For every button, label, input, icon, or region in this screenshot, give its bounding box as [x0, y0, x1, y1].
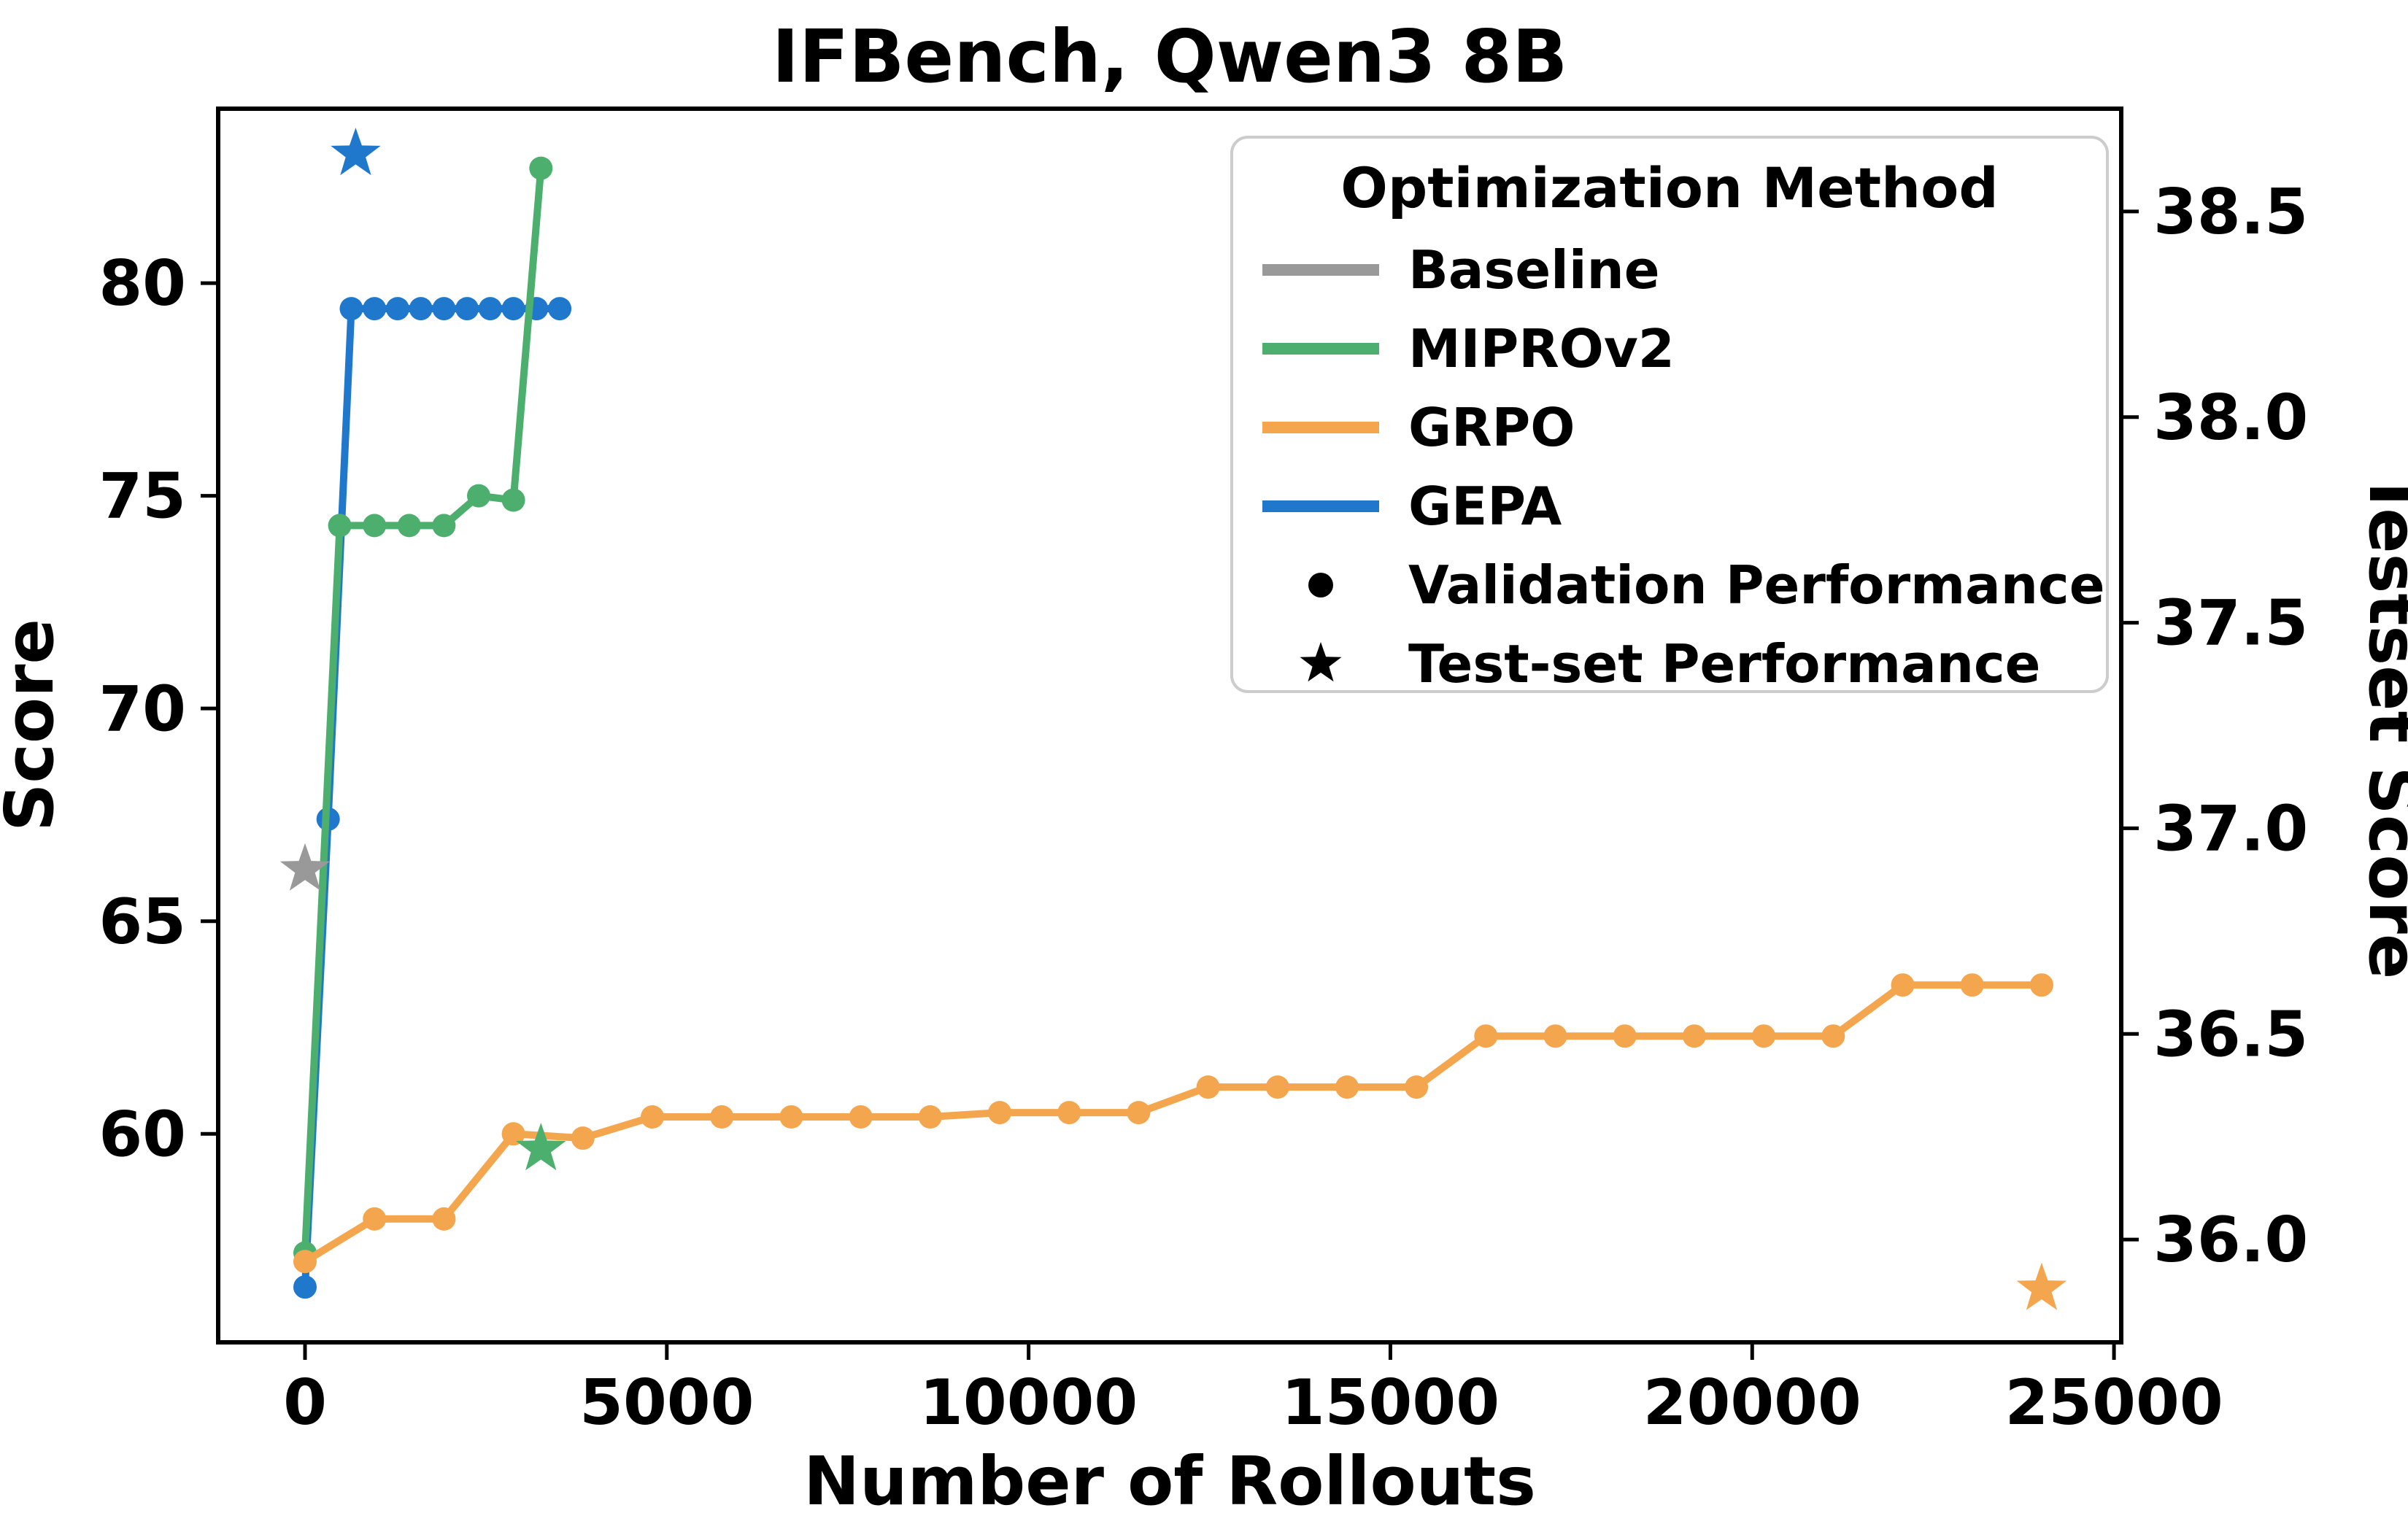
validation-point-gepa	[548, 297, 572, 321]
legend-item-grpo: GRPO	[1262, 397, 1575, 458]
validation-point-grpo	[710, 1105, 734, 1129]
validation-point-grpo	[2029, 973, 2053, 997]
x-axis-label: Number of Rollouts	[803, 1442, 1536, 1520]
test-set-stars-layer	[279, 128, 2067, 1310]
legend-item-baseline: Baseline	[1262, 239, 1660, 301]
legend-item-label: Validation Performance	[1408, 554, 2105, 616]
validation-point-grpo	[779, 1105, 803, 1129]
y-right-tick-label: 38.5	[2153, 176, 2308, 249]
validation-point-grpo	[1543, 1024, 1567, 1048]
x-tick-label: 10000	[919, 1366, 1138, 1439]
validation-point-gepa	[339, 297, 363, 321]
validation-point-grpo	[1196, 1075, 1220, 1099]
legend-item-label: MIPROv2	[1408, 318, 1675, 379]
testset-star-grpo	[2016, 1262, 2067, 1310]
validation-point-grpo	[849, 1105, 873, 1129]
x-tick-label: 20000	[1643, 1366, 1861, 1439]
y-left-tick-label: 60	[99, 1098, 186, 1171]
validation-point-gepa	[409, 297, 433, 321]
validation-point-miprov2	[397, 514, 421, 538]
validation-point-grpo	[918, 1105, 942, 1129]
validation-point-grpo	[571, 1126, 595, 1150]
y-right-tick-label: 38.0	[2153, 382, 2308, 454]
validation-point-grpo	[1057, 1101, 1081, 1125]
y-axis-label-left: Score	[0, 619, 69, 832]
validation-point-grpo	[641, 1105, 664, 1129]
x-tick-label: 15000	[1281, 1366, 1500, 1439]
validation-point-gepa	[293, 1275, 317, 1299]
legend-item-validation-performance: Validation Performance	[1308, 554, 2105, 616]
testset-star-gepa	[331, 128, 381, 176]
validation-point-gepa	[478, 297, 502, 321]
validation-point-grpo	[1265, 1075, 1289, 1099]
legend-item-miprov2: MIPROv2	[1262, 318, 1675, 379]
validation-point-grpo	[1821, 1024, 1845, 1048]
legend-frame	[1230, 136, 2109, 693]
validation-point-miprov2	[328, 514, 352, 538]
x-tick-label: 25000	[2004, 1366, 2223, 1439]
x-tick-label: 0	[283, 1366, 327, 1439]
legend: Optimization Method Baseline MIPROv2 GRP…	[1230, 136, 2109, 695]
validation-point-gepa	[432, 297, 456, 321]
validation-point-grpo	[1891, 973, 1915, 997]
validation-point-grpo	[293, 1250, 317, 1274]
y-right-tick-label: 36.0	[2153, 1204, 2308, 1277]
chart-title: IFBench, Qwen3 8B	[772, 14, 1568, 99]
y-left-tick-label: 70	[99, 673, 186, 746]
validation-point-grpo	[501, 1122, 525, 1146]
validation-point-gepa	[363, 297, 387, 321]
x-tick-label: 5000	[579, 1366, 754, 1439]
legend-item-label: Baseline	[1408, 239, 1660, 301]
validation-dot-icon	[1308, 573, 1333, 597]
testset-star-icon	[1300, 642, 1342, 682]
validation-point-grpo	[1127, 1101, 1151, 1125]
testset-star-baseline	[279, 843, 331, 891]
y-axis-label-right: Testset Score	[2354, 471, 2408, 980]
series-layer	[293, 156, 2053, 1299]
validation-point-grpo	[432, 1207, 456, 1231]
validation-point-miprov2	[501, 488, 525, 512]
plot-border	[216, 107, 2123, 1345]
series-line-grpo	[301, 981, 2045, 1266]
legend-item-label: Test-set Performance	[1408, 633, 2041, 695]
validation-point-grpo	[1405, 1075, 1429, 1099]
validation-point-grpo	[1335, 1075, 1359, 1099]
validation-point-miprov2	[529, 156, 553, 180]
validation-point-gepa	[455, 297, 479, 321]
legend-item-label: GRPO	[1408, 397, 1575, 458]
legend-item-testset-performance: Test-set Performance	[1300, 633, 2041, 695]
y-left-tick-label: 80	[99, 247, 186, 320]
validation-point-grpo	[1474, 1024, 1498, 1048]
testset-star-miprov2	[516, 1123, 566, 1171]
validation-point-miprov2	[467, 484, 490, 508]
validation-point-grpo	[1960, 973, 1984, 997]
validation-point-grpo	[1682, 1024, 1706, 1048]
validation-point-grpo	[1613, 1024, 1637, 1048]
validation-point-miprov2	[432, 514, 456, 538]
validation-point-grpo	[1752, 1024, 1776, 1048]
validation-point-gepa	[385, 297, 409, 321]
validation-point-gepa	[501, 297, 525, 321]
legend-item-label: GEPA	[1408, 476, 1562, 537]
legend-item-gepa: GEPA	[1262, 476, 1562, 537]
y-right-tick-label: 37.0	[2153, 793, 2308, 866]
series-line-miprov2	[301, 164, 545, 1257]
y-left-tick-label: 65	[99, 886, 186, 959]
y-right-tick-label: 36.5	[2153, 998, 2308, 1071]
legend-title: Optimization Method	[1340, 155, 1999, 220]
validation-point-grpo	[363, 1207, 387, 1231]
axis-ticks-layer: 0 5000 10000 15000 20000 25000 60 65 70 75 80 36.0 3…	[99, 176, 2308, 1439]
y-right-tick-label: 37.5	[2153, 587, 2308, 660]
validation-point-grpo	[988, 1101, 1011, 1125]
validation-point-miprov2	[363, 514, 387, 538]
y-left-tick-label: 75	[99, 460, 186, 533]
